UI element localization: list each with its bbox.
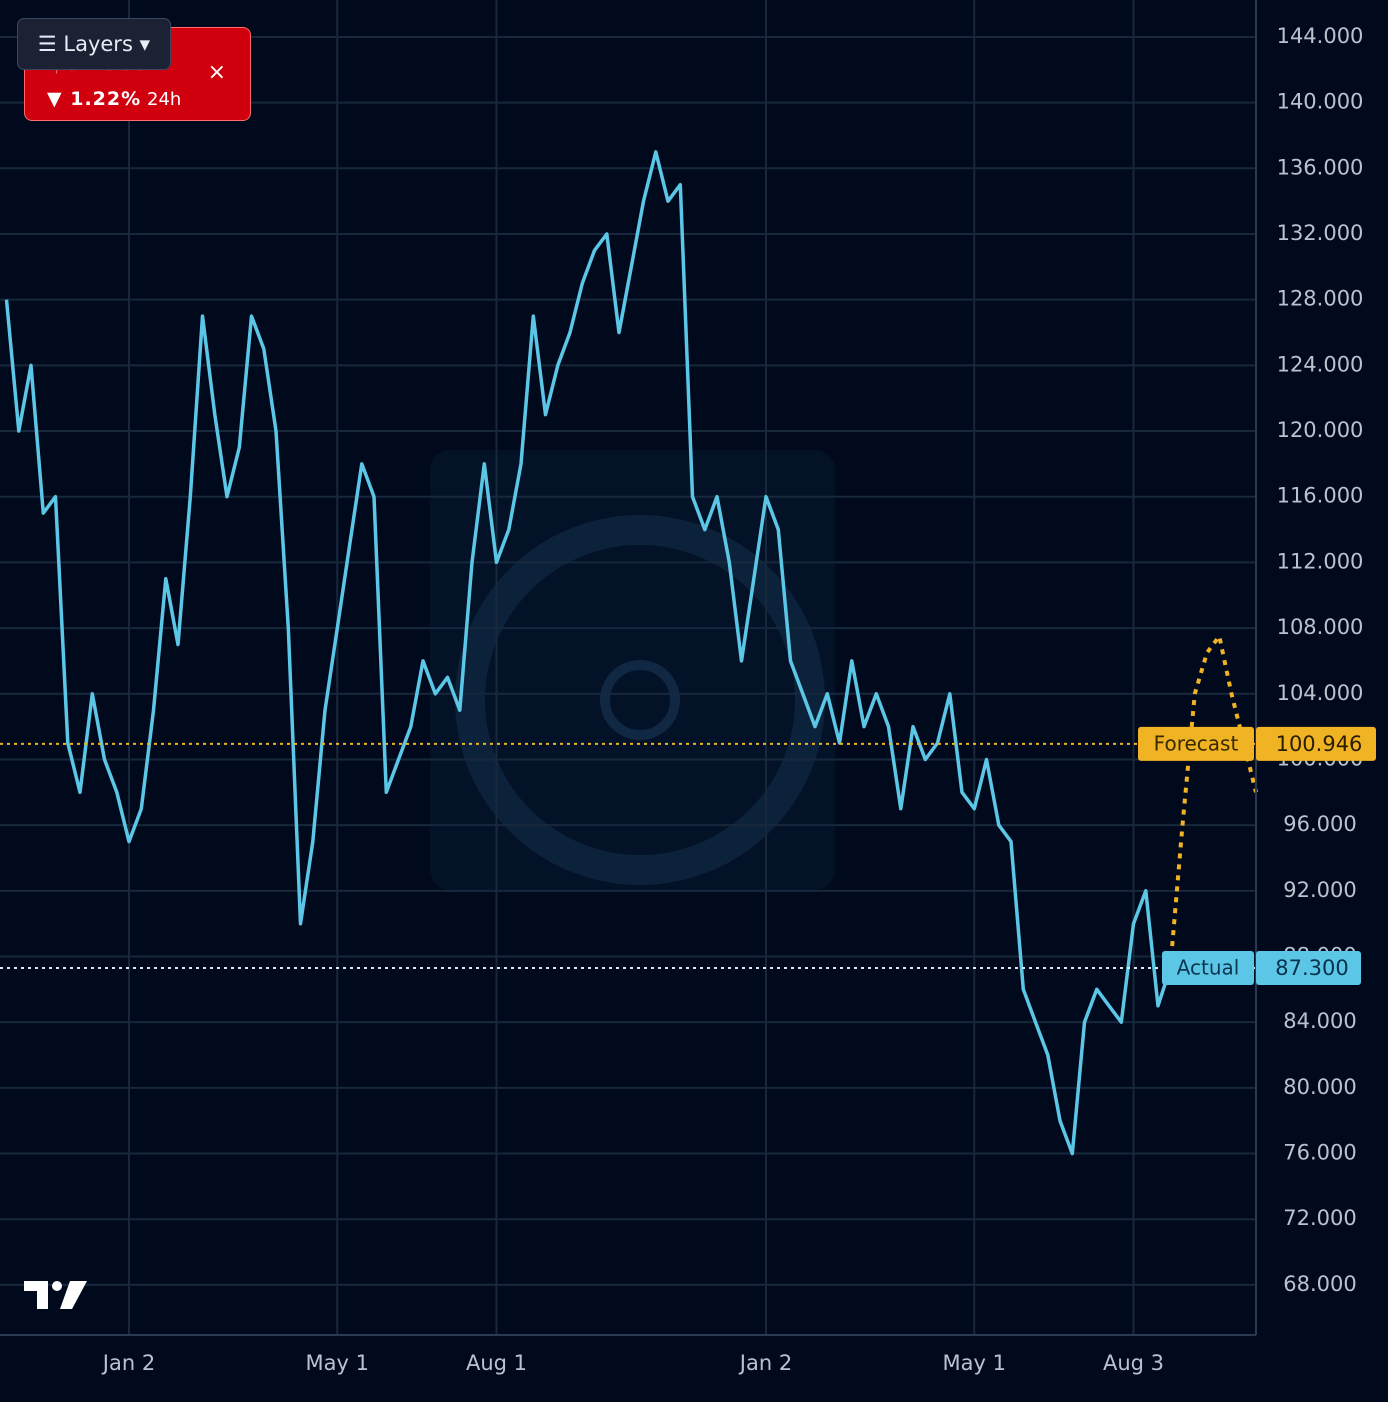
ticker-period: 24h [147, 89, 182, 110]
price-name: Forecast [1154, 731, 1239, 755]
y-tick-label: 136.000 [1277, 155, 1364, 179]
y-tick-label: 104.000 [1277, 681, 1364, 705]
price-name-badge [1162, 950, 1254, 985]
x-tick-label: Jan 2 [738, 1351, 792, 1375]
y-tick-label: 96.000 [1283, 812, 1356, 836]
price-name-badge [1138, 726, 1254, 761]
series-line [4, 150, 1172, 1156]
tv-logo [24, 1281, 87, 1309]
y-tick-label: 128.000 [1277, 287, 1364, 311]
series-line [1168, 634, 1258, 969]
y-tick-label: 92.000 [1283, 878, 1356, 902]
price-value: 100.946 [1276, 732, 1363, 756]
y-tick-label: 124.000 [1277, 352, 1364, 376]
x-tick-label: May 1 [306, 1351, 369, 1375]
watermark [430, 450, 835, 890]
y-tick-label: 140.000 [1277, 90, 1364, 114]
price-value-badge [1256, 726, 1376, 761]
layers-button[interactable]: ☰ Layers ▾ [17, 18, 171, 70]
y-tick-label: 132.000 [1277, 221, 1364, 245]
y-tick-label: 108.000 [1277, 615, 1364, 639]
y-tick-label: 72.000 [1283, 1206, 1356, 1230]
y-tick-label: 68.000 [1283, 1272, 1356, 1296]
x-tick-label: Aug 3 [1103, 1351, 1164, 1375]
x-tick-label: Jan 2 [101, 1351, 155, 1375]
x-tick-label: Aug 1 [466, 1351, 527, 1375]
price-name: Actual [1177, 955, 1240, 979]
ticker-change: ▼ 1.22% [47, 88, 142, 110]
y-tick-label: 80.000 [1283, 1075, 1356, 1099]
y-tick-label: 144.000 [1277, 24, 1364, 48]
y-tick-label: 116.000 [1277, 484, 1364, 508]
close-button[interactable]: × [207, 60, 226, 85]
y-tick-label: 76.000 [1283, 1141, 1356, 1165]
y-tick-label: 120.000 [1277, 418, 1364, 442]
price-value-badge [1256, 950, 1361, 985]
y-tick-label: 112.000 [1277, 549, 1364, 573]
x-tick-label: May 1 [943, 1351, 1006, 1375]
price-value: 87.300 [1275, 956, 1348, 980]
y-tick-label: 84.000 [1283, 1009, 1356, 1033]
